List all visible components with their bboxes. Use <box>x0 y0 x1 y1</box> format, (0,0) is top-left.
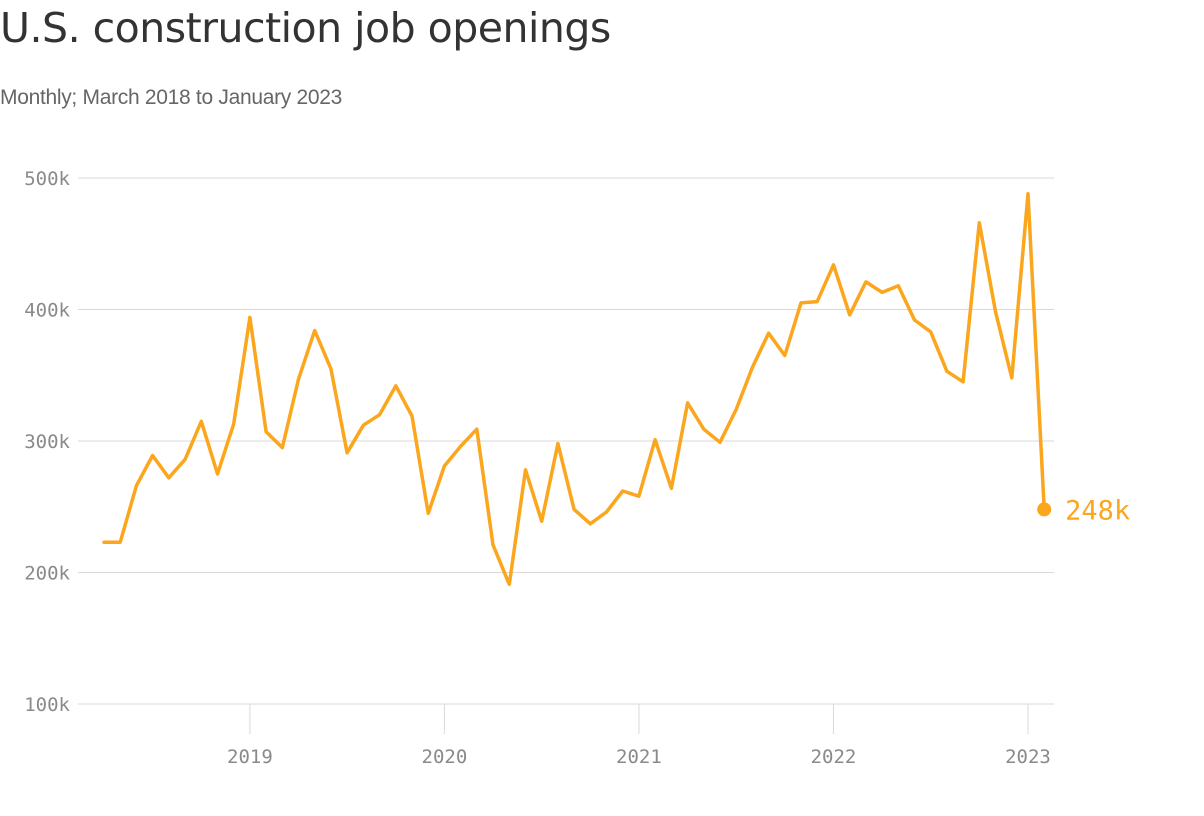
y-tick-label: 100k <box>24 694 70 716</box>
x-tick-label: 2019 <box>227 746 273 768</box>
y-tick-label: 400k <box>24 300 70 322</box>
x-tick-label: 2020 <box>422 746 468 768</box>
end-value-label: 248k <box>1065 495 1130 526</box>
x-axis-ticks: 2019 2020 2021 2022 2023 <box>227 704 1051 768</box>
y-tick-label: 500k <box>24 168 70 190</box>
y-tick-label: 200k <box>24 563 70 585</box>
x-tick-label: 2021 <box>616 746 662 768</box>
series-line <box>102 192 1046 587</box>
y-axis-ticks: 500k 400k 300k 200k 100k <box>24 168 70 716</box>
y-tick-label: 300k <box>24 431 70 453</box>
chart-subtitle: Monthly; March 2018 to January 2023 <box>0 86 343 109</box>
x-tick-label: 2022 <box>811 746 857 768</box>
chart-title: U.S. construction job openings <box>0 4 611 52</box>
grid-layer <box>78 177 1054 705</box>
series-layer: 248k <box>102 192 1130 587</box>
x-tick-label: 2023 <box>1005 746 1051 768</box>
end-point-marker <box>1037 502 1052 517</box>
